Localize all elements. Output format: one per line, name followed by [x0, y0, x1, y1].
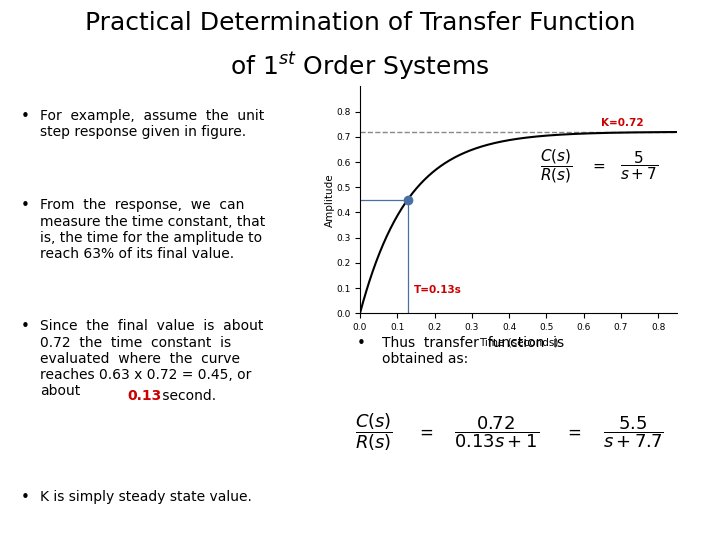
Y-axis label: Amplitude: Amplitude [325, 173, 335, 227]
Text: For  example,  assume  the  unit
step response given in figure.: For example, assume the unit step respon… [40, 109, 264, 139]
Text: From  the  response,  we  can
measure the time constant, that
is, the time for t: From the response, we can measure the ti… [40, 199, 266, 261]
Text: K is simply steady state value.: K is simply steady state value. [40, 490, 252, 504]
Text: T=0.13s: T=0.13s [414, 285, 462, 295]
Text: $\dfrac{0.72}{0.13s+1}$: $\dfrac{0.72}{0.13s+1}$ [454, 414, 539, 450]
Text: $\dfrac{5.5}{s+7.7}$: $\dfrac{5.5}{s+7.7}$ [603, 414, 664, 450]
Text: $\dfrac{5}{s+7}$: $\dfrac{5}{s+7}$ [620, 150, 658, 182]
Text: $\dfrac{C(s)}{R(s)}$: $\dfrac{C(s)}{R(s)}$ [356, 411, 393, 453]
X-axis label: Time (seconds): Time (seconds) [479, 338, 558, 347]
Text: Thus  transfer  function  is
obtained as:: Thus transfer function is obtained as: [382, 335, 564, 366]
Text: •: • [356, 335, 365, 350]
Text: $=$: $=$ [416, 423, 433, 441]
Text: •: • [21, 109, 30, 124]
Text: 0.13: 0.13 [128, 389, 162, 403]
Text: Since  the  final  value  is  about
0.72  the  time  constant  is
evaluated  whe: Since the final value is about 0.72 the … [40, 320, 264, 399]
Text: •: • [21, 199, 30, 213]
Text: $=$: $=$ [590, 158, 606, 173]
Text: $\dfrac{C(s)}{R(s)}$: $\dfrac{C(s)}{R(s)}$ [540, 147, 572, 185]
Text: K=0.72: K=0.72 [600, 118, 644, 128]
Text: of 1$^{st}$ Order Systems: of 1$^{st}$ Order Systems [230, 51, 490, 82]
Text: $=$: $=$ [564, 423, 581, 441]
Text: second.: second. [158, 389, 216, 403]
Text: •: • [21, 320, 30, 334]
Text: •: • [21, 490, 30, 505]
Text: Practical Determination of Transfer Function: Practical Determination of Transfer Func… [85, 11, 635, 35]
